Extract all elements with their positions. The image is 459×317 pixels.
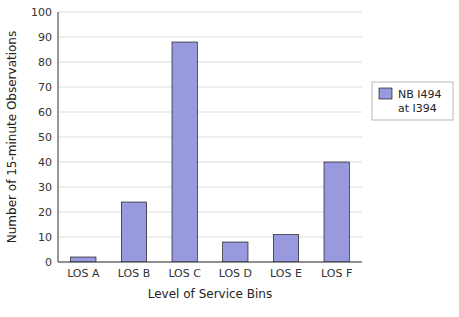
bar xyxy=(324,162,349,262)
y-tick-label: 30 xyxy=(38,181,52,194)
y-axis-line xyxy=(58,12,59,262)
grid-line xyxy=(58,12,362,13)
grid-line xyxy=(58,212,362,213)
bar xyxy=(172,42,197,262)
grid-line xyxy=(58,137,362,138)
y-tick-label: 50 xyxy=(38,131,52,144)
grid xyxy=(58,12,362,262)
x-tick-label: LOS B xyxy=(118,267,150,280)
bar xyxy=(121,202,146,262)
x-tick-label: LOS D xyxy=(219,267,252,280)
bar xyxy=(223,242,248,262)
x-axis-label: Level of Service Bins xyxy=(148,287,272,301)
x-tick-label: LOS A xyxy=(67,267,100,280)
grid-line xyxy=(58,87,362,88)
grid-line xyxy=(58,237,362,238)
grid-line xyxy=(58,112,362,113)
grid-line xyxy=(58,262,362,263)
grid-line xyxy=(58,37,362,38)
y-tick-label: 60 xyxy=(38,106,52,119)
y-tick-label: 20 xyxy=(38,206,52,219)
legend-label-line: at I394 xyxy=(398,102,437,115)
x-tick-label: LOS E xyxy=(270,267,302,280)
grid-line xyxy=(58,187,362,188)
y-tick-label: 100 xyxy=(31,6,52,19)
y-tick-label: 0 xyxy=(45,256,52,269)
x-tick-label: LOS F xyxy=(321,267,352,280)
y-tick-label: 90 xyxy=(38,31,52,44)
x-tick-label: LOS C xyxy=(168,267,201,280)
x-axis-line xyxy=(58,262,362,263)
y-axis-label: Number of 15-minute Observations xyxy=(5,31,19,243)
legend-frame xyxy=(372,82,453,120)
y-tick-label: 80 xyxy=(38,56,52,69)
legend: NB I494at I394 xyxy=(372,82,453,120)
grid-line xyxy=(58,162,362,163)
y-tick-label: 40 xyxy=(38,156,52,169)
y-tick-label: 10 xyxy=(38,231,52,244)
legend-swatch xyxy=(379,88,392,99)
y-tick-label: 70 xyxy=(38,81,52,94)
grid-line xyxy=(58,62,362,63)
bar xyxy=(273,235,298,263)
legend-label-line: NB I494 xyxy=(398,88,442,101)
legend-label: NB I494at I394 xyxy=(398,88,442,115)
chart-container: 0 10 20 30 40 50 60 70 80 90 100 LOS A LOS B LOS C LOS… xyxy=(0,0,459,317)
bar xyxy=(71,257,96,262)
bars xyxy=(71,42,350,262)
chart: 0 10 20 30 40 50 60 70 80 90 100 LOS A LOS B LOS C LOS… xyxy=(0,0,459,317)
